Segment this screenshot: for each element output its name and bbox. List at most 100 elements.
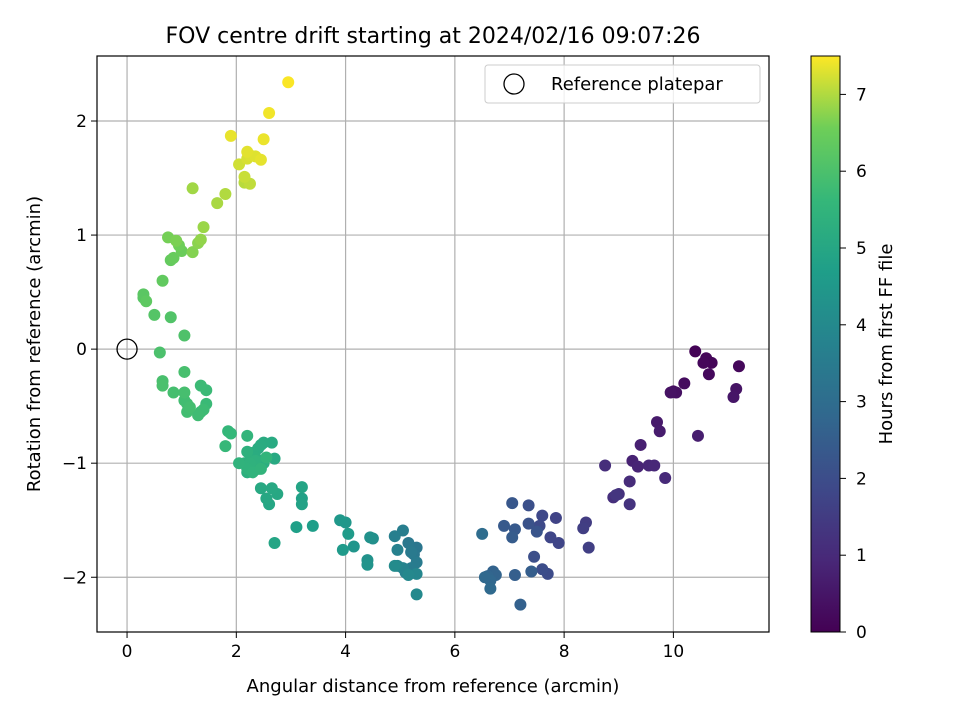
data-point (544, 531, 557, 544)
data-point (238, 170, 251, 183)
y-tick-label: −1 (62, 454, 87, 474)
y-tick-label: 0 (76, 340, 87, 360)
data-point (265, 482, 278, 495)
data-point (233, 457, 246, 470)
data-point (402, 568, 415, 581)
data-point (478, 571, 491, 584)
data-point (254, 462, 267, 475)
data-point (164, 311, 177, 324)
data-point (530, 525, 543, 538)
legend-marker-icon (503, 73, 525, 95)
data-point (506, 531, 519, 544)
x-tick-label: 8 (559, 642, 570, 662)
data-point (140, 295, 153, 308)
data-points (137, 76, 745, 611)
data-point (170, 234, 183, 247)
colorbar-tick-label: 5 (856, 239, 867, 259)
colorbar-tick-label: 3 (856, 393, 867, 413)
data-point (156, 379, 169, 392)
x-tick-label: 0 (122, 642, 133, 662)
data-point (599, 459, 612, 472)
data-point (219, 188, 232, 201)
data-point (254, 482, 267, 495)
data-point (732, 360, 745, 373)
data-point (577, 522, 590, 535)
x-tick-label: 6 (449, 642, 460, 662)
data-point (290, 521, 303, 534)
data-point (295, 481, 308, 494)
data-point (697, 356, 710, 369)
colorbar-tick-label: 6 (856, 162, 867, 182)
reference-point-marker (116, 338, 138, 360)
x-axis-ticks: 0 2 4 6 8 10 (122, 632, 685, 662)
y-tick-label: −2 (62, 568, 87, 588)
data-point (148, 308, 161, 321)
data-point (268, 537, 281, 550)
data-point (254, 153, 267, 166)
legend-entry-label: Reference platepar (551, 74, 723, 95)
data-point (241, 445, 254, 458)
data-point (241, 145, 254, 158)
chart-title: FOV centre drift starting at 2024/02/16 … (166, 24, 701, 49)
plot-area-frame (96, 55, 770, 633)
legend-box (484, 64, 761, 104)
data-point (194, 233, 207, 246)
data-point (648, 459, 661, 472)
y-axis-ticks: −2 −1 0 1 2 (62, 112, 97, 588)
x-tick-label: 4 (340, 642, 351, 662)
data-point (536, 509, 549, 522)
data-point (405, 546, 418, 559)
data-point (167, 386, 180, 399)
colorbar-label: Hours from first FF file (876, 244, 897, 445)
data-point (364, 531, 377, 544)
data-point (651, 416, 663, 429)
data-point (153, 346, 166, 359)
data-point (391, 543, 404, 556)
data-point (484, 582, 497, 595)
y-tick-label: 2 (76, 112, 87, 132)
data-point (631, 460, 644, 473)
data-point (653, 425, 666, 438)
data-point (361, 558, 374, 571)
y-tick-label: 1 (76, 226, 87, 246)
data-point (522, 517, 535, 530)
data-point (211, 197, 224, 210)
data-point (634, 438, 647, 451)
data-point (727, 391, 740, 404)
data-point (388, 530, 401, 543)
data-point (506, 497, 519, 510)
data-point (498, 519, 511, 532)
data-point (514, 598, 527, 611)
data-point (347, 540, 360, 553)
data-point (186, 246, 199, 259)
data-point (178, 386, 191, 399)
data-point (388, 559, 401, 572)
data-point (342, 527, 355, 540)
y-axis-label: Rotation from reference (arcmin) (24, 196, 45, 492)
colorbar-tick-label: 7 (856, 85, 867, 105)
reference-point-layer (116, 338, 138, 360)
data-point (260, 492, 273, 505)
data-point (582, 541, 595, 554)
data-point (192, 409, 205, 422)
data-point (659, 472, 672, 485)
data-point (476, 527, 489, 540)
data-point (219, 440, 232, 453)
data-point (295, 498, 308, 511)
data-point (257, 133, 270, 146)
data-point (610, 489, 623, 502)
colorbar-tick-label: 2 (856, 469, 867, 489)
x-tick-label: 10 (663, 642, 685, 662)
data-point (410, 588, 423, 601)
data-point (536, 563, 549, 576)
data-point (623, 498, 636, 511)
data-point (183, 401, 196, 414)
data-point (678, 377, 691, 390)
data-point (306, 519, 319, 532)
data-point (334, 514, 347, 527)
data-point (549, 511, 562, 524)
x-axis-label: Angular distance from reference (arcmin) (247, 676, 620, 697)
data-point (702, 368, 715, 381)
data-point (664, 386, 677, 399)
